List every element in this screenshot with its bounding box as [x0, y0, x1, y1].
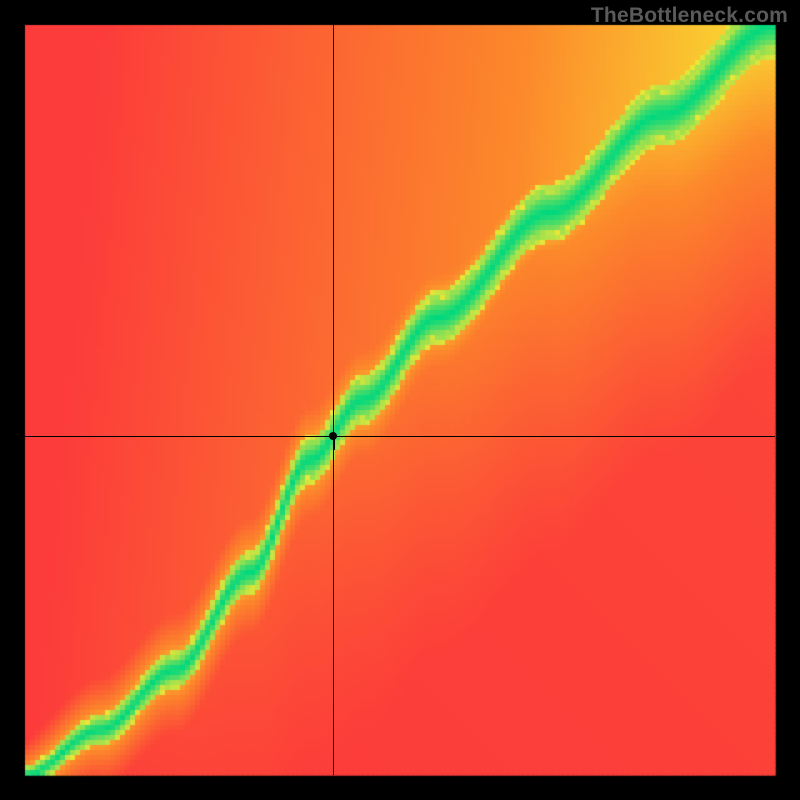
heatmap-canvas	[0, 0, 800, 800]
watermark-text: TheBottleneck.com	[591, 4, 788, 28]
plot-outer	[0, 0, 800, 800]
chart-container: { "watermark": { "text": "TheBottleneck.…	[0, 0, 800, 800]
